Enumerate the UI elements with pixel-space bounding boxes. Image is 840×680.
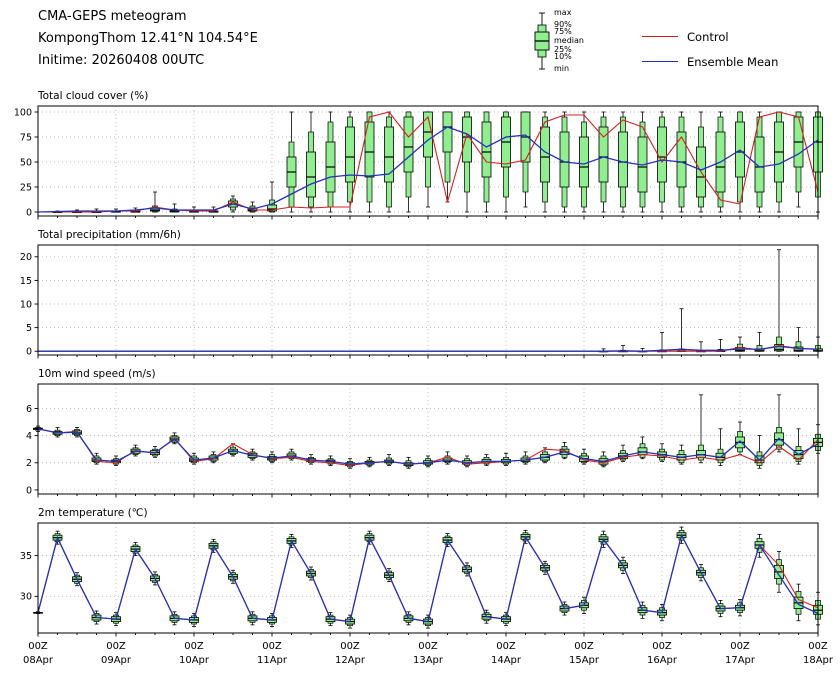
svg-text:11Apr: 11Apr [257,655,288,666]
svg-text:00Z: 00Z [496,641,516,652]
panel-title-precipitation: Total precipitation (mm/6h) [38,228,838,242]
legend-entry-ensemble: Ensemble Mean [642,49,778,74]
svg-text:10Apr: 10Apr [179,655,210,666]
svg-text:00Z: 00Z [184,641,204,652]
svg-text:16Apr: 16Apr [647,655,678,666]
svg-text:13Apr: 13Apr [413,655,444,666]
svg-text:min: min [554,64,569,73]
svg-text:4: 4 [26,431,32,442]
boxplot-legend-glyph-icon: max90%75%median25%10%min [528,4,638,84]
temperature-plot: 30 35 [6,520,838,638]
svg-text:00Z: 00Z [340,641,360,652]
svg-text:max: max [554,8,572,17]
svg-text:00Z: 00Z [106,641,126,652]
panels: Total cloud cover (%) 0255075100 Total p… [6,82,838,672]
figure-inittime: Initime: 20260408 00UTC [38,50,258,72]
panel-wind-speed: 10m wind speed (m/s) 0 2 4 6 [6,367,838,499]
svg-text:50: 50 [20,157,32,168]
figure-title: CMA-GEPS meteogram [38,6,258,28]
svg-text:75: 75 [20,132,32,143]
svg-text:14Apr: 14Apr [491,655,522,666]
svg-text:median: median [554,36,584,45]
figure-header: CMA-GEPS meteogram KompongThom 12.41°N 1… [38,6,258,72]
ensemble-label: Ensemble Mean [687,55,778,69]
svg-text:35: 35 [20,551,32,562]
svg-text:00Z: 00Z [418,641,438,652]
line-legend: Control Ensemble Mean [642,24,778,74]
svg-text:00Z: 00Z [652,641,672,652]
svg-text:100: 100 [14,107,32,118]
panel-temperature: 2m temperature (℃) 30 35 [6,506,838,638]
svg-text:00Z: 00Z [28,641,48,652]
svg-text:6: 6 [26,404,32,415]
precipitation-plot: 0 5 10 15 20 [6,242,838,360]
svg-text:10%: 10% [554,52,572,61]
svg-text:2: 2 [26,458,32,469]
svg-text:0: 0 [26,207,32,218]
panel-cloud-cover: Total cloud cover (%) 0 25 50 75 100 [6,89,838,221]
svg-text:10: 10 [20,299,32,310]
cloud-cover-plot: 0 25 50 75 100 [6,103,838,221]
svg-text:17Apr: 17Apr [725,655,756,666]
svg-text:0: 0 [26,485,32,496]
svg-text:25: 25 [20,182,32,193]
wind-speed-plot: 0 2 4 6 [6,381,838,499]
svg-text:00Z: 00Z [574,641,594,652]
boxplot-legend: max90%75%median25%10%min [528,4,638,84]
meteogram-figure: CMA-GEPS meteogram KompongThom 12.41°N 1… [0,0,840,680]
x-axis-labels: 00Z 08Apr 00Z 09Apr 00Z 10Apr 00Z 11Apr 00Z 12Apr… [6,638,838,672]
svg-text:30: 30 [20,592,32,603]
panel-precipitation: Total precipitation (mm/6h) 0 5 10 15 20 [6,228,838,360]
ensemble-line-sample-icon [642,61,678,62]
panel-title-temperature: 2m temperature (℃) [38,506,838,520]
svg-text:18Apr: 18Apr [803,655,834,666]
legend-entry-control: Control [642,24,778,49]
svg-text:00Z: 00Z [808,641,828,652]
svg-text:08Apr: 08Apr [23,655,54,666]
svg-text:09Apr: 09Apr [101,655,132,666]
svg-text:20: 20 [20,252,32,263]
control-line-sample-icon [642,36,678,37]
svg-text:0: 0 [26,347,32,358]
svg-text:75%: 75% [554,27,572,36]
svg-text:5: 5 [26,323,32,334]
svg-text:00Z: 00Z [730,641,750,652]
control-label: Control [687,30,729,44]
svg-text:00Z: 00Z [262,641,282,652]
svg-text:15Apr: 15Apr [569,655,600,666]
svg-text:15: 15 [20,276,32,287]
figure-location: KompongThom 12.41°N 104.54°E [38,28,258,50]
svg-text:12Apr: 12Apr [335,655,366,666]
panel-title-wind-speed: 10m wind speed (m/s) [38,367,838,381]
panel-title-cloud-cover: Total cloud cover (%) [38,89,838,103]
